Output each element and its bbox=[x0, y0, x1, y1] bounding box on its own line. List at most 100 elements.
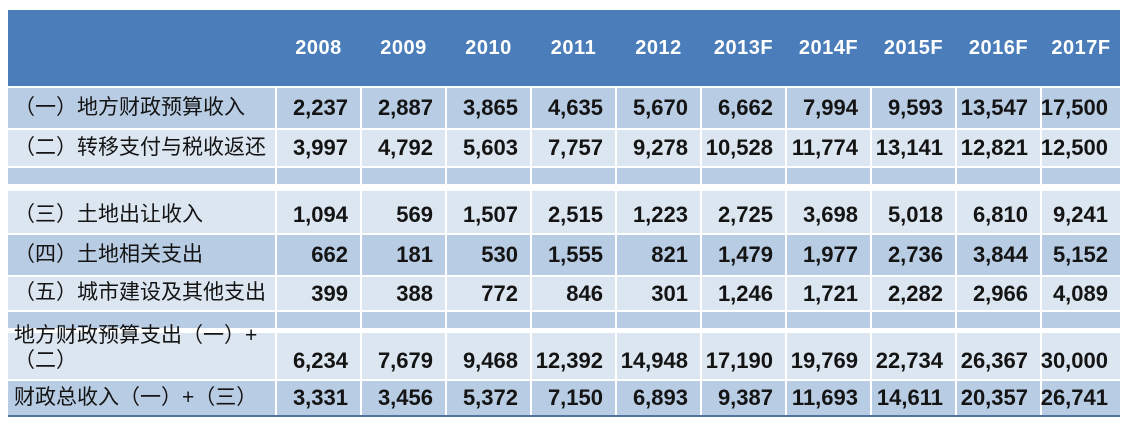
value-cell: 6,662 bbox=[700, 88, 785, 128]
year-header: 2017F bbox=[1051, 36, 1111, 59]
value-cell: 2,966 bbox=[955, 277, 1040, 310]
table-row: （三）土地出让收入 1,094 569 1,507 2,515 1,223 2,725 3,6… bbox=[8, 189, 1120, 233]
row-label: （二）转移支付与税收返还 bbox=[14, 135, 266, 159]
value-cell: 1,721 bbox=[785, 277, 870, 310]
value-cell: 12,392 bbox=[530, 333, 615, 379]
spacer-cell bbox=[785, 168, 870, 184]
spacer-row bbox=[8, 310, 1120, 328]
spacer-cell bbox=[275, 330, 360, 331]
value-cell: 3,865 bbox=[445, 88, 530, 128]
value-cell: 13,547 bbox=[955, 88, 1040, 128]
value-cell: 12,821 bbox=[955, 130, 1040, 166]
value-cell: 5,603 bbox=[445, 130, 530, 166]
value-cell: 6,893 bbox=[615, 381, 700, 415]
spacer-cell bbox=[530, 312, 615, 328]
year-header: 2010 bbox=[465, 36, 512, 59]
row-label: 财政总收入（一）+（三） bbox=[14, 385, 258, 409]
table-row: 财政总收入（一）+（三） 3,331 3,456 5,372 7,150 6,893 9,3… bbox=[8, 379, 1120, 417]
value-cell: 9,241 bbox=[1040, 191, 1120, 233]
spacer-cell bbox=[700, 186, 785, 189]
spacer-cell bbox=[1040, 186, 1120, 189]
value-cell: 11,693 bbox=[785, 381, 870, 415]
row-label: （四）土地相关支出 bbox=[14, 242, 203, 266]
value-cell: 11,774 bbox=[785, 130, 870, 166]
spacer-cell bbox=[360, 312, 445, 328]
value-cell: 2,237 bbox=[275, 88, 360, 128]
value-cell: 181 bbox=[360, 235, 445, 275]
spacer-cell bbox=[615, 186, 700, 189]
year-header: 2013F bbox=[713, 36, 774, 59]
value-cell: 17,500 bbox=[1040, 88, 1120, 128]
value-cell: 9,593 bbox=[870, 88, 955, 128]
spacer-row bbox=[8, 328, 1120, 331]
table-row: （五）城市建设及其他支出 399 388 772 846 301 1,246 1,721 2,2… bbox=[8, 275, 1120, 310]
value-cell: 26,367 bbox=[955, 333, 1040, 379]
spacer-row bbox=[8, 184, 1120, 189]
value-cell: 3,997 bbox=[275, 130, 360, 166]
spacer-cell bbox=[700, 330, 785, 331]
spacer-cell bbox=[445, 168, 530, 184]
value-cell: 821 bbox=[615, 235, 700, 275]
header-label-spacer bbox=[8, 10, 275, 86]
value-cell: 3,456 bbox=[360, 381, 445, 415]
spacer-cell bbox=[275, 186, 360, 189]
value-cell: 14,611 bbox=[870, 381, 955, 415]
value-cell: 2,282 bbox=[870, 277, 955, 310]
value-cell: 1,555 bbox=[530, 235, 615, 275]
value-cell: 662 bbox=[275, 235, 360, 275]
year-header: 2015F bbox=[883, 36, 944, 59]
value-cell: 1,977 bbox=[785, 235, 870, 275]
value-cell: 1,094 bbox=[275, 191, 360, 233]
spacer-label-cell bbox=[8, 186, 275, 189]
value-cell: 4,792 bbox=[360, 130, 445, 166]
value-cell: 6,234 bbox=[275, 333, 360, 379]
value-cell: 2,725 bbox=[700, 191, 785, 233]
value-cell: 7,994 bbox=[785, 88, 870, 128]
value-cell: 5,670 bbox=[615, 88, 700, 128]
value-cell: 20,357 bbox=[955, 381, 1040, 415]
year-header: 2008 bbox=[295, 36, 342, 59]
spacer-cell bbox=[360, 186, 445, 189]
value-cell: 26,741 bbox=[1040, 381, 1120, 415]
spacer-row bbox=[8, 166, 1120, 184]
spacer-cell bbox=[445, 186, 530, 189]
value-cell: 5,018 bbox=[870, 191, 955, 233]
value-cell: 3,844 bbox=[955, 235, 1040, 275]
spacer-cell bbox=[870, 186, 955, 189]
value-cell: 30,000 bbox=[1040, 333, 1120, 379]
value-cell: 12,500 bbox=[1040, 130, 1120, 166]
value-cell: 5,372 bbox=[445, 381, 530, 415]
row-label: （一）地方财政预算收入 bbox=[14, 95, 245, 119]
value-cell: 2,515 bbox=[530, 191, 615, 233]
value-cell: 1,246 bbox=[700, 277, 785, 310]
table-row: （四）土地相关支出 662 181 530 1,555 821 1,479 1,977 2,73… bbox=[8, 233, 1120, 275]
value-cell: 7,679 bbox=[360, 333, 445, 379]
value-cell: 6,810 bbox=[955, 191, 1040, 233]
value-cell: 7,757 bbox=[530, 130, 615, 166]
value-cell: 2,887 bbox=[360, 88, 445, 128]
spacer-cell bbox=[615, 168, 700, 184]
value-cell: 1,479 bbox=[700, 235, 785, 275]
value-cell: 5,152 bbox=[1040, 235, 1120, 275]
spacer-cell bbox=[785, 312, 870, 328]
spacer-cell bbox=[530, 168, 615, 184]
spacer-cell bbox=[870, 330, 955, 331]
spacer-cell bbox=[955, 168, 1040, 184]
spacer-cell bbox=[445, 330, 530, 331]
spacer-cell bbox=[955, 330, 1040, 331]
spacer-cell bbox=[700, 312, 785, 328]
spacer-cell bbox=[275, 168, 360, 184]
value-cell: 3,698 bbox=[785, 191, 870, 233]
fiscal-data-table: 2008 2009 2010 2011 2012 2013F 2014F 2015F 2016F… bbox=[8, 10, 1120, 417]
spacer-cell bbox=[445, 312, 530, 328]
spacer-cell bbox=[530, 186, 615, 189]
value-cell: 7,150 bbox=[530, 381, 615, 415]
value-cell: 2,736 bbox=[870, 235, 955, 275]
year-header: 2016F bbox=[968, 36, 1029, 59]
spacer-cell bbox=[530, 330, 615, 331]
value-cell: 13,141 bbox=[870, 130, 955, 166]
table-row: （一）地方财政预算收入 2,237 2,887 3,865 4,635 5,670 6,66… bbox=[8, 86, 1120, 128]
row-label: （五）城市建设及其他支出 bbox=[14, 281, 266, 305]
spacer-cell bbox=[700, 168, 785, 184]
row-label: （三）土地出让收入 bbox=[14, 203, 203, 227]
